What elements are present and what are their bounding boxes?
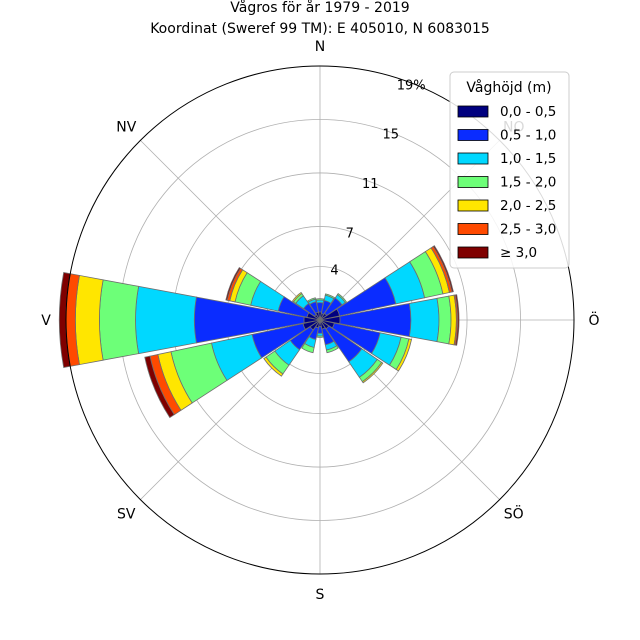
direction-label-N: N [315, 39, 325, 55]
direction-label-SV: SV [117, 507, 136, 523]
rose-segment-V-bin-3 [99, 279, 140, 361]
direction-label-SÖ: SÖ [504, 505, 524, 523]
rose-segment-Ö-bin-6 [454, 294, 460, 346]
chart-title: Vågros för år 1979 - 2019 [230, 0, 409, 16]
direction-label-V: V [41, 313, 51, 329]
rose-segment-SSV-bin-3 [301, 342, 315, 354]
legend-swatch [457, 176, 489, 188]
rose-segment-SV-bin-4 [263, 356, 284, 377]
direction-label-NV: NV [116, 119, 136, 135]
ring-label: 15 [382, 128, 399, 143]
legend-swatch [457, 152, 489, 165]
legend-swatch [457, 105, 489, 118]
rose-segment-OSO-bin-4 [395, 338, 413, 372]
rose-segment-VSV-bin-6 [144, 355, 175, 419]
legend-swatch [457, 129, 489, 141]
legend-swatch [457, 246, 489, 259]
polar-frame [65, 65, 575, 575]
legend-swatch [457, 223, 489, 235]
legend-frame [449, 71, 570, 269]
rose-segment-Ö-bin-2 [408, 297, 440, 343]
rose-segment-Ö-bin-3 [436, 295, 452, 345]
legend-title: Våghöjd (m) [466, 79, 551, 96]
legend-label: 1,0 - 1,5 [500, 151, 556, 167]
direction-label-Ö: Ö [588, 311, 599, 329]
rose-segment-SÖ-bin-4 [361, 361, 384, 384]
ring-label: 4 [330, 264, 338, 279]
rose-segment-NO-bin-3 [336, 293, 347, 304]
legend-swatch [457, 199, 489, 212]
legend-label: 2,0 - 2,5 [500, 198, 556, 214]
ring-label: 11 [362, 177, 379, 192]
rose-segment-NV-bin-4 [291, 291, 303, 303]
legend-label: 2,5 - 3,0 [500, 222, 556, 238]
ring-label: 7 [346, 227, 354, 242]
grid-spoke [140, 140, 321, 321]
legend-label: 0,0 - 0,5 [500, 104, 556, 120]
chart-subtitle: Koordinat (Sweref 99 TM): E 405010, N 60… [150, 21, 490, 37]
rose-segment-NNO-bin-3 [324, 293, 336, 300]
legend-label: 0,5 - 1,0 [500, 128, 556, 144]
ring-label: 19% [397, 78, 426, 93]
rose-segment-V-bin-4 [75, 274, 104, 366]
legend-label: 1,5 - 2,0 [500, 175, 556, 191]
rose-segment-NNV-bin-3 [307, 297, 317, 303]
direction-label-S: S [316, 587, 325, 603]
rose-segment-V-bin-2 [135, 285, 197, 355]
rose-segment-N-bin-3 [315, 298, 325, 301]
rose-segment-S-bin-3 [316, 335, 324, 338]
legend-label: ≥ 3,0 [500, 245, 537, 261]
rose-segment-VNV-bin-6 [225, 267, 241, 301]
rose-bars [58, 245, 460, 419]
legend: Våghöjd (m) 0,0 - 0,5 0,5 - 1,0 1,0 - 1,5 1… [449, 71, 570, 269]
rose-segment-SSO-bin-3 [325, 345, 339, 354]
rose-segment-ONO-bin-6 [432, 245, 454, 293]
